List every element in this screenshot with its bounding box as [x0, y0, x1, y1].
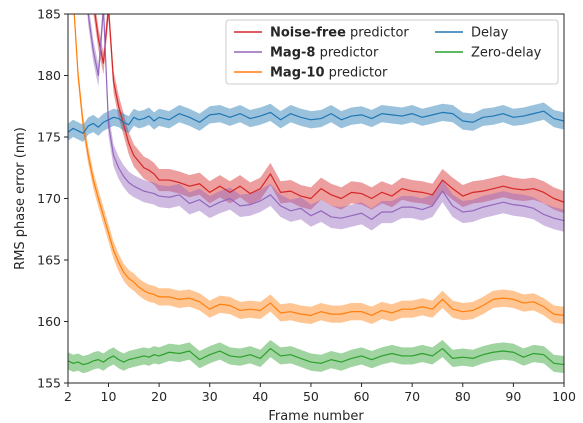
y-tick-label: 185: [37, 7, 61, 22]
legend-entry-bold: Mag-8: [270, 46, 315, 61]
y-axis-label: RMS phase error (nm): [13, 127, 28, 270]
x-tick-label: 30: [202, 389, 218, 404]
y-tick-label: 155: [37, 376, 61, 391]
legend-entry-rest: Delay: [471, 26, 509, 41]
legend-entry: Mag-10 predictor: [270, 66, 388, 81]
x-axis-ticks: 2 10 20 30 40 50 60 70 80 90 100: [64, 383, 576, 404]
legend-entry: Mag-8 predictor: [270, 46, 379, 61]
y-tick-label: 180: [37, 68, 61, 83]
legend-entry: Noise-free predictor: [270, 26, 409, 41]
x-tick-label: 40: [252, 389, 268, 404]
band-series-3: [73, 14, 564, 324]
legend-entry-rest: Zero-delay: [471, 46, 542, 61]
x-tick-label: 50: [303, 389, 319, 404]
legend-entry: Delay: [471, 26, 509, 41]
x-tick-label: 10: [101, 389, 117, 404]
line-series-1: [94, 14, 564, 203]
legend-entry: Zero-delay: [471, 46, 542, 61]
legend-entry-bold: Mag-10: [270, 66, 325, 81]
line-series-4: [68, 110, 564, 134]
x-tick-label: 20: [151, 389, 167, 404]
legend-entry-rest: predictor: [315, 46, 379, 61]
legend-entry-rest: predictor: [346, 26, 410, 41]
y-tick-label: 160: [37, 314, 61, 329]
x-axis-label: Frame number: [268, 409, 364, 423]
x-tick-label: 70: [404, 389, 420, 404]
y-tick-label: 165: [37, 253, 61, 268]
band-series-5: [68, 339, 564, 374]
x-tick-label: 60: [354, 389, 370, 404]
band-series-1: [93, 14, 564, 214]
y-tick-label: 175: [37, 130, 61, 145]
x-tick-label: 90: [505, 389, 521, 404]
band-series-2: [87, 14, 564, 232]
y-tick-label: 170: [37, 191, 61, 206]
legend-entry-rest: predictor: [325, 66, 389, 81]
line-series-3: [73, 14, 564, 316]
line-series-2: [87, 14, 564, 222]
line-series-5: [68, 347, 564, 366]
legend-entry-bold: Noise-free: [270, 26, 346, 41]
x-tick-label: 100: [552, 389, 576, 404]
y-axis-ticks: 155 160 165 170 175 180 185: [37, 7, 68, 391]
legend-box: [225, 19, 559, 85]
series-lines: [68, 14, 564, 366]
x-tick-label: 80: [455, 389, 471, 404]
x-tick-label: 2: [64, 389, 72, 404]
